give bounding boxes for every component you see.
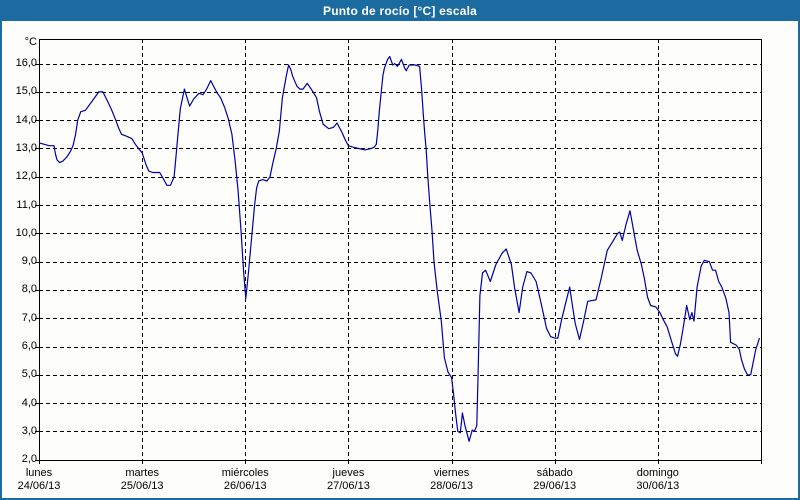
x-axis-day-label: lunes [25,467,53,479]
y-axis-tick-label: 14,0 [15,113,37,126]
x-axis-date-label: 28/06/13 [430,480,473,492]
y-axis-tick-label: 7,0 [21,311,37,324]
x-axis-date-label: 26/06/13 [223,480,267,492]
y-axis-tick-label: 11,0 [16,198,37,211]
x-axis-day-label: martes [125,467,159,479]
x-axis-date-label: 30/06/13 [636,480,680,492]
y-axis-tick-label: 3,0 [21,424,37,437]
y-axis-tick-label: 12,0 [15,170,37,183]
y-axis-tick-label: 13,0 [15,141,37,154]
y-axis-unit-label: °C [24,36,37,48]
dew-point-line [38,55,761,442]
x-axis-date-label: 24/06/13 [17,480,61,492]
y-axis-tick-label: 2,0 [21,453,37,466]
x-axis-day-label: viernes [433,467,470,479]
x-axis-date-label: 29/06/13 [533,480,577,492]
x-axis-day-label: jueves [332,467,365,479]
plot-border [39,39,762,461]
x-axis-date-label: 25/06/13 [120,480,164,492]
x-axis-date-label: 27/06/13 [327,480,370,492]
y-axis-tick-label: 6,0 [21,340,37,353]
window-title: Punto de rocío [°C] escala [322,3,478,18]
window-title-bar: Punto de rocío [°C] escala [2,0,798,21]
chart-area: °C 16,0 15,0 14,0 13,0 12,0 11,0 10,0 9,0 8,0 7,0… [2,21,798,498]
y-axis-tick-label: 9,0 [21,255,37,268]
y-axis-tick-label: 5,0 [21,368,37,381]
y-axis-tick-label: 10,0 [15,226,37,239]
y-axis-tick-label: 16,0 [15,57,37,70]
x-axis-day-label: miércoles [221,467,269,479]
y-axis-tick-label: 8,0 [21,283,37,296]
x-axis-day-label: sábado [536,467,573,479]
y-axis-tick-label: 15,0 [15,85,37,98]
x-axis-day-label: domingo [636,467,679,479]
y-axis-tick-label: 4,0 [21,396,37,409]
dew-point-chart [35,39,762,464]
